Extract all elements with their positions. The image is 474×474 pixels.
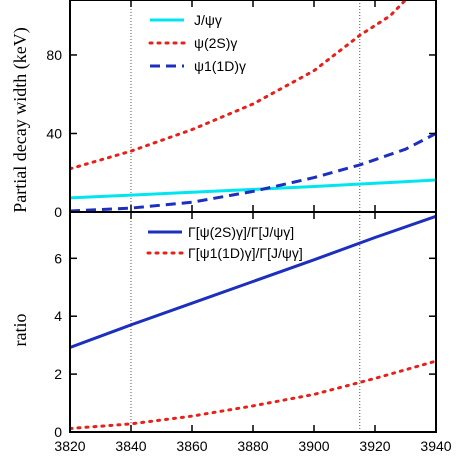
x-tick-label: 3920 — [359, 438, 390, 454]
top-y-tick-label: 40 — [46, 125, 62, 141]
bottom-y-axis-title: ratio — [10, 314, 30, 347]
top-y-axis-title: Partial decay width (keV) — [10, 27, 31, 212]
x-tick-label: 3840 — [115, 438, 146, 454]
x-tick-label: 3940 — [420, 438, 451, 454]
bottom-series-line-0 — [70, 214, 436, 349]
x-tick-label: 3860 — [176, 438, 207, 454]
legend-label-psi2s: ψ(2S)γ — [194, 35, 237, 51]
top-series-line-1 — [70, 0, 407, 171]
x-tick-label: 3820 — [54, 438, 85, 454]
top-panel: 0 40 80 — [46, 0, 437, 220]
x-tick-label: 3880 — [237, 438, 268, 454]
top-legend: J/ψγ ψ(2S)γ ψ1(1D)γ — [148, 12, 246, 74]
bottom-legend: Γ[ψ(2S)γ]/Γ[J/ψγ] Γ[ψ1(1D)γ]/Γ[J/ψγ] — [146, 224, 303, 261]
legend-label-psi1d: ψ1(1D)γ — [194, 58, 246, 74]
top-series-line-2 — [70, 132, 436, 212]
bottom-y-tick-label: 6 — [54, 250, 62, 266]
bottom-panel: 3820 3840 3860 3880 3900 3920 3940 0 2 4 6 — [54, 211, 452, 454]
top-y-tick-label: 0 — [54, 204, 62, 220]
top-y-tick-label: 80 — [46, 47, 62, 63]
legend-label-ratio-psi1d: Γ[ψ1(1D)γ]/Γ[J/ψγ] — [188, 245, 303, 261]
bottom-y-tick-label: 2 — [54, 366, 62, 382]
legend-label-ratio-psi2s: Γ[ψ(2S)γ]/Γ[J/ψγ] — [188, 224, 294, 240]
bottom-series-line-1 — [70, 359, 436, 430]
bottom-y-tick-label: 0 — [54, 424, 62, 440]
top-plot-frame — [69, 0, 437, 213]
x-tick-label: 3900 — [298, 438, 329, 454]
top-series-line-0 — [70, 178, 436, 200]
bottom-y-tick-label: 4 — [54, 308, 62, 324]
legend-label-jpsi: J/ψγ — [194, 12, 222, 28]
